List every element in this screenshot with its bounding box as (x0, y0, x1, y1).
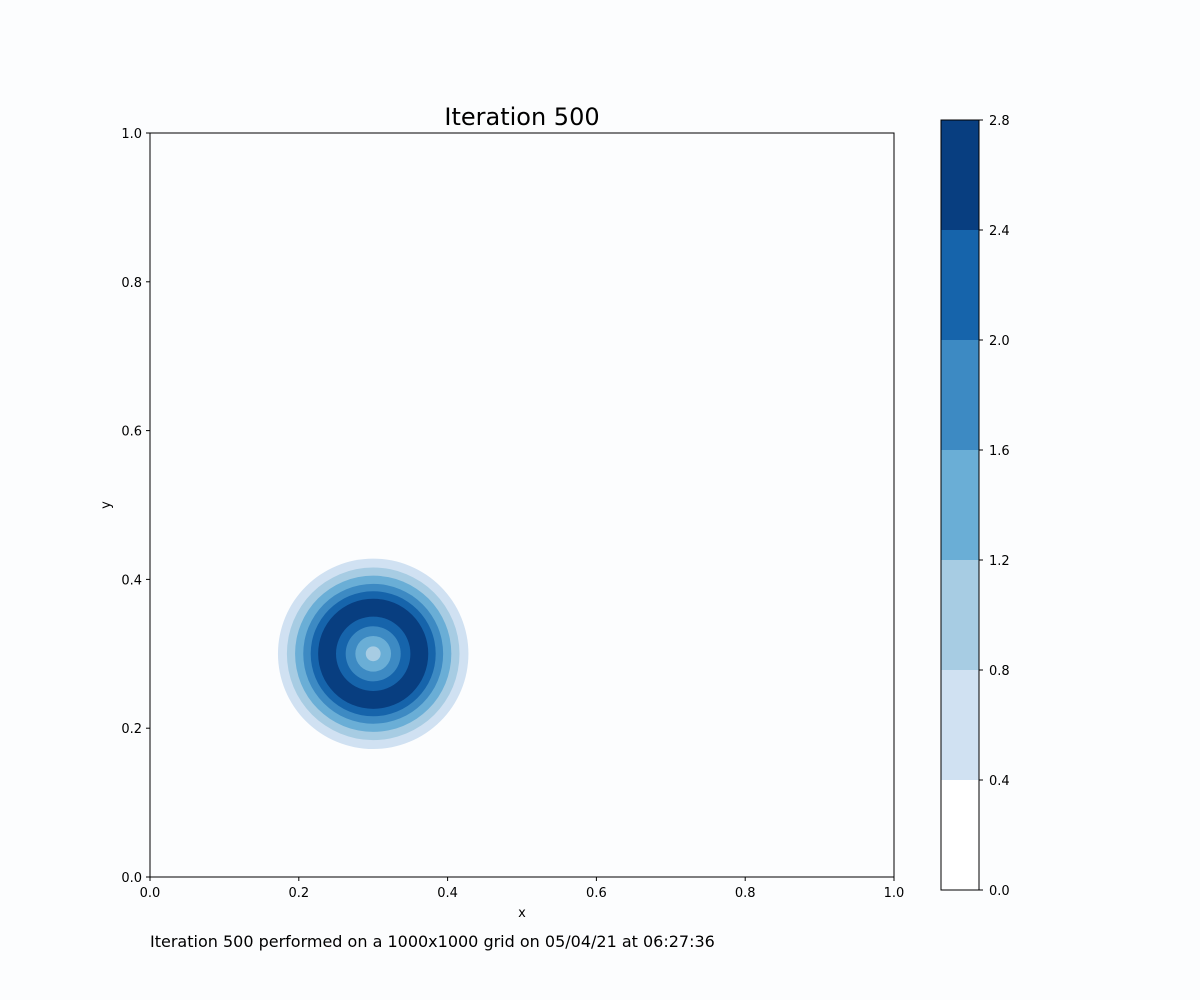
x-tick-label: 0.2 (288, 886, 309, 901)
y-tick-label: 0.6 (121, 425, 142, 440)
y-axis-label: y (99, 501, 114, 509)
colorbar-tick-label: 2.8 (989, 114, 1010, 129)
colorbar-band (941, 450, 979, 560)
y-tick-label: 0.0 (121, 871, 142, 886)
caption: Iteration 500 performed on a 1000x1000 g… (150, 932, 715, 951)
x-tick-label: 0.0 (140, 886, 161, 901)
chart-title: Iteration 500 (444, 103, 599, 131)
y-tick-label: 0.2 (121, 722, 142, 737)
colorbar-band (941, 340, 979, 450)
colorbar-tick-label: 1.6 (989, 444, 1010, 459)
plot-area: 0.0 0.2 0.4 0.6 0.8 1.0 0.0 0.2 0.4 0.6 0.8 1.0 (121, 127, 904, 901)
colorbar-band (941, 120, 979, 230)
x-axis: 0.0 0.2 0.4 0.6 0.8 1.0 (140, 877, 905, 901)
x-tick-label: 0.6 (586, 886, 607, 901)
x-axis-label: x (518, 906, 526, 921)
colorbar-tick-label: 0.4 (989, 774, 1010, 789)
colorbar-frame (940, 119, 980, 891)
x-tick-label: 0.4 (437, 886, 458, 901)
colorbar-tick-label: 0.8 (989, 664, 1010, 679)
colorbar-band (941, 230, 979, 340)
colorbar-tick-label: 2.4 (989, 224, 1010, 239)
contour-band-10 (365, 646, 381, 662)
colorbar-band (941, 670, 979, 780)
plot-background (150, 133, 894, 877)
y-tick-label: 1.0 (121, 127, 142, 142)
y-tick-label: 0.4 (121, 573, 142, 588)
colorbar-tick-label: 0.0 (989, 884, 1010, 899)
contour-layer (277, 558, 469, 750)
colorbar-tick-label: 2.0 (989, 334, 1010, 349)
colorbar-tick-label: 1.2 (989, 554, 1010, 569)
y-tick-label: 0.8 (121, 276, 142, 291)
colorbar-band (941, 780, 979, 890)
colorbar-band (941, 560, 979, 670)
colorbar: 0.0 0.4 0.8 1.2 1.6 2.0 2.4 2.8 (940, 114, 1010, 899)
x-tick-label: 1.0 (884, 886, 905, 901)
x-tick-label: 0.8 (735, 886, 756, 901)
y-axis: 0.0 0.2 0.4 0.6 0.8 1.0 (121, 127, 150, 886)
plot-frame (149, 132, 895, 878)
